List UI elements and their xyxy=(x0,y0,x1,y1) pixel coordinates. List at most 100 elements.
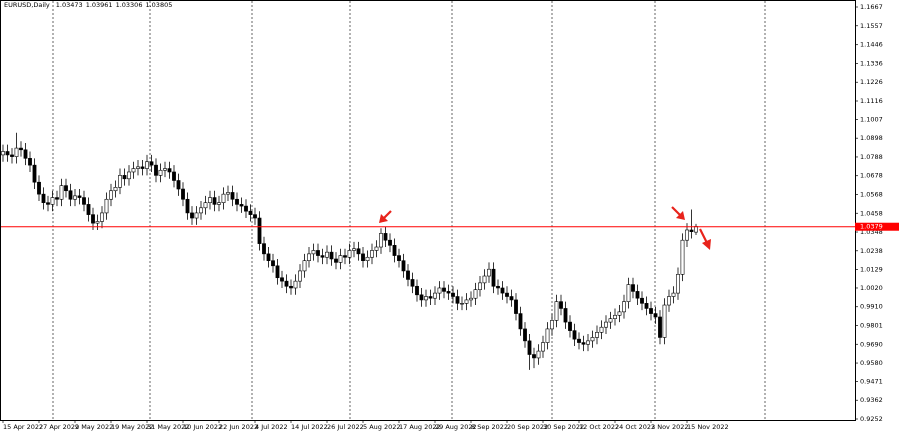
candle-body xyxy=(194,212,199,219)
x-tick-label: 29 Aug 2022 xyxy=(435,423,477,431)
candle-body xyxy=(361,253,365,261)
candle-body xyxy=(433,292,437,299)
candle-body xyxy=(446,291,451,294)
candle-body xyxy=(631,284,635,292)
candle-body xyxy=(347,250,352,258)
candle-body xyxy=(455,296,460,304)
candle-body xyxy=(10,154,14,157)
candle-body xyxy=(379,233,383,248)
x-tick-label: 26 Jul 2022 xyxy=(327,423,364,431)
x-tick-label: 3 Nov 2022 xyxy=(651,423,689,431)
y-tick-label: 0.9252 xyxy=(860,415,883,423)
candle-body xyxy=(685,229,689,241)
candle-body xyxy=(536,350,541,359)
candle-body xyxy=(28,158,32,166)
candle-body xyxy=(131,168,136,173)
arrow-head xyxy=(702,239,711,250)
x-tick-label: 10 Jun 2022 xyxy=(183,423,222,431)
x-tick-label: 4 Jul 2022 xyxy=(255,423,288,431)
candle-body xyxy=(136,166,140,169)
candle-body xyxy=(622,301,626,313)
y-tick-label: 0.9801 xyxy=(860,321,883,329)
candle-body xyxy=(428,296,433,299)
candle-body xyxy=(307,253,311,261)
candle-body xyxy=(302,260,307,272)
candle-body xyxy=(676,274,680,294)
y-tick-label: 1.0129 xyxy=(860,265,883,273)
y-tick-label: 0.9580 xyxy=(860,359,883,367)
candle-body xyxy=(563,308,568,323)
candle-body xyxy=(658,316,662,338)
candle-body xyxy=(1,151,5,156)
candle-body xyxy=(91,214,95,224)
candle-body xyxy=(167,168,172,173)
candle-body xyxy=(478,282,482,290)
candle-body xyxy=(230,192,235,200)
candle-body xyxy=(154,164,158,176)
candle-body xyxy=(284,280,289,287)
candle-body xyxy=(527,340,532,355)
candle-body xyxy=(451,292,455,297)
candle-body xyxy=(419,294,424,301)
candle-body xyxy=(392,245,397,256)
candle-body xyxy=(424,296,428,301)
candle-body xyxy=(442,287,446,292)
candle-body xyxy=(388,239,392,246)
candle-body xyxy=(365,256,370,261)
annotations xyxy=(379,206,711,250)
candle-body xyxy=(217,202,221,205)
candle-body xyxy=(185,198,190,214)
candle-body xyxy=(514,299,518,314)
candle-body xyxy=(212,197,217,205)
candle-body xyxy=(608,318,613,323)
candle-body xyxy=(572,330,577,340)
y-tick-label: 1.1226 xyxy=(860,78,883,86)
candle-body xyxy=(82,197,86,205)
candle-body xyxy=(406,270,410,280)
candle-body xyxy=(226,192,230,195)
candle-body xyxy=(613,314,617,319)
candle-body xyxy=(415,285,419,296)
candle-body xyxy=(5,151,10,156)
candle-body xyxy=(59,185,64,200)
candle-body xyxy=(500,287,505,294)
candle-body xyxy=(46,202,50,205)
x-tick-label: 19 May 2022 xyxy=(111,423,153,431)
candle-body xyxy=(460,303,464,305)
header-low: 1.03306 xyxy=(116,1,143,9)
candle-body xyxy=(221,193,226,203)
candle-body xyxy=(158,169,163,176)
candle-body xyxy=(581,342,586,345)
candle-body xyxy=(262,243,266,255)
candle-body xyxy=(329,251,334,260)
candle-body xyxy=(586,340,590,345)
candle-body xyxy=(104,198,109,214)
candle-body xyxy=(671,292,676,297)
candle-body xyxy=(235,198,239,205)
y-tick-label: 1.0458 xyxy=(860,209,883,217)
candle-body xyxy=(68,190,73,200)
candle-body xyxy=(635,291,640,299)
candle-body xyxy=(550,320,554,330)
candle-body xyxy=(239,204,244,207)
candle-body xyxy=(437,287,442,294)
candle-body xyxy=(356,248,361,255)
x-tick-label: 27 Apr 2022 xyxy=(39,423,79,431)
y-tick-label: 1.0678 xyxy=(860,172,883,180)
candle-body xyxy=(199,207,203,214)
y-tick-label: 0.9471 xyxy=(860,378,883,386)
y-tick-label: 1.0898 xyxy=(860,134,883,142)
candle-body xyxy=(662,304,667,338)
arrow-head xyxy=(379,214,388,223)
candle-body xyxy=(626,284,631,302)
candle-body xyxy=(100,212,104,222)
candle-body xyxy=(545,328,550,343)
y-tick-label: 1.1116 xyxy=(860,97,883,105)
candle-body xyxy=(293,280,298,289)
candle-body xyxy=(50,197,55,205)
candle-body xyxy=(577,338,581,343)
candle-body xyxy=(320,255,325,258)
candle-body xyxy=(559,301,563,309)
